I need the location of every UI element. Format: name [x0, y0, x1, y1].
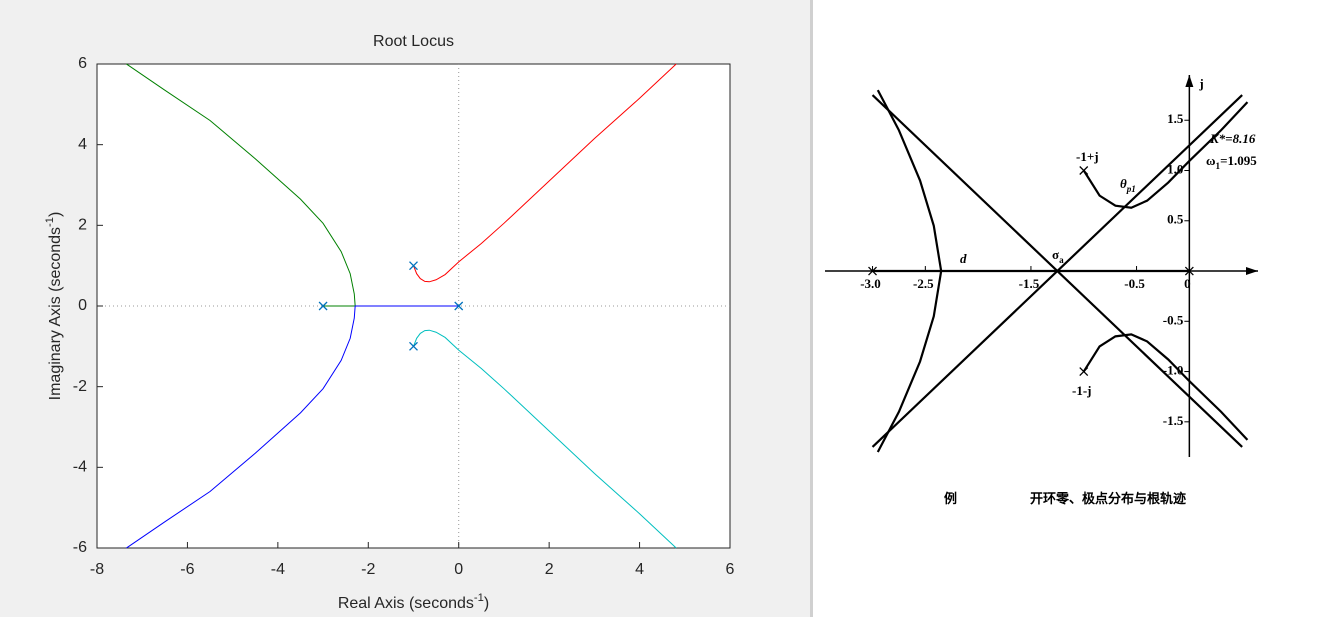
locus-branch: [126, 63, 356, 307]
x-axis-label-sup: -1: [474, 592, 484, 604]
x-tick-label: -2: [361, 561, 375, 578]
y-axis-label-main: Imaginary Axis (seconds: [47, 227, 64, 400]
locus-branch: [126, 305, 459, 549]
caption-text: 开环零、极点分布与根轨迹: [1030, 491, 1186, 506]
pole-marker: [409, 341, 418, 351]
pole-marker: [318, 301, 328, 311]
y-tick-label: 1.5: [1167, 111, 1184, 126]
pole-marker: [868, 266, 877, 276]
pole-marker: [409, 261, 418, 271]
x-tick-label: 0: [1184, 276, 1191, 291]
x-axis-label: Real Axis (seconds-1): [338, 592, 489, 612]
y-axis-label: Imaginary Axis (seconds-1): [44, 212, 64, 401]
locus-branch: [1082, 333, 1249, 441]
annotation-main: K*=8.16: [1209, 131, 1256, 146]
x-arrow: [1246, 267, 1258, 276]
x-tick-label: -2.5: [913, 276, 934, 291]
caption-label: 例: [944, 491, 957, 506]
pole-marker: [1079, 166, 1089, 175]
y-arrow: [1185, 75, 1194, 87]
y-axis-label-sup: -1: [44, 217, 56, 227]
annotation: K*=8.16: [1209, 131, 1256, 146]
annotation-main: σ: [1052, 247, 1059, 262]
chart-title: Root Locus: [373, 33, 454, 50]
annotation-main: -1+j: [1076, 149, 1099, 164]
annotation: -1-j: [1072, 383, 1092, 398]
y-tick-label: -1.0: [1163, 363, 1184, 378]
y-tick-label: -0.5: [1163, 312, 1184, 327]
pole-marker: [1184, 266, 1194, 276]
annotation: -1+j: [1076, 149, 1099, 164]
x-axis-label-tail: ): [484, 595, 489, 612]
y-tick-label: -1.5: [1163, 413, 1184, 428]
right-chart: j-3.0 -2.5 -1.5 -0.5 01.51.00.5-0.5-1.0-1.5d…: [825, 75, 1258, 506]
annotation: θp1: [1120, 176, 1136, 194]
y-tick-label: 6: [78, 55, 87, 72]
annotation-sub: p1: [1126, 184, 1136, 194]
annotation-sub: 1: [1216, 161, 1221, 171]
locus-branch: [1082, 101, 1249, 209]
y-axis-label-tail: ): [47, 212, 64, 217]
annotation-main: ω: [1206, 153, 1216, 168]
annotation-sub: a: [1059, 255, 1064, 265]
annotation-main: θ: [1120, 176, 1127, 191]
x-tick-label: -8: [90, 561, 104, 578]
y-tick-label: -6: [73, 539, 87, 556]
annotation-main: d: [960, 251, 967, 266]
annotation: σa: [1052, 247, 1064, 265]
x-tick-label: -1.5: [1019, 276, 1040, 291]
y-tick-label: 2: [78, 217, 87, 234]
y-tick-label: 0.5: [1167, 212, 1184, 227]
locus-branch: [413, 63, 677, 283]
annotation: ω1=1.095: [1206, 153, 1257, 171]
x-tick-label: 6: [726, 561, 735, 578]
annotation-tail: =1.095: [1220, 153, 1257, 168]
annotation: d: [960, 251, 967, 266]
locus-branch: [413, 329, 677, 549]
x-tick-label: -0.5: [1124, 276, 1145, 291]
y-tick-label: 0: [78, 297, 87, 314]
y-tick-label: -4: [73, 459, 87, 476]
x-tick-label: -6: [180, 561, 194, 578]
x-tick-label: -3.0: [860, 276, 881, 291]
y-tick-label: -2: [73, 378, 87, 395]
x-tick-label: 2: [545, 561, 554, 578]
divider: [810, 0, 813, 617]
pole-marker: [454, 301, 464, 311]
annotation-main: -1-j: [1072, 383, 1092, 398]
x-tick-label: -4: [271, 561, 285, 578]
y-tick-label: 4: [78, 136, 87, 153]
x-axis-label-main: Real Axis (seconds: [338, 595, 474, 612]
x-tick-label: 4: [635, 561, 644, 578]
x-tick-label: 0: [454, 561, 463, 578]
pole-marker: [1079, 367, 1089, 377]
y-axis-name: j: [1198, 76, 1203, 91]
